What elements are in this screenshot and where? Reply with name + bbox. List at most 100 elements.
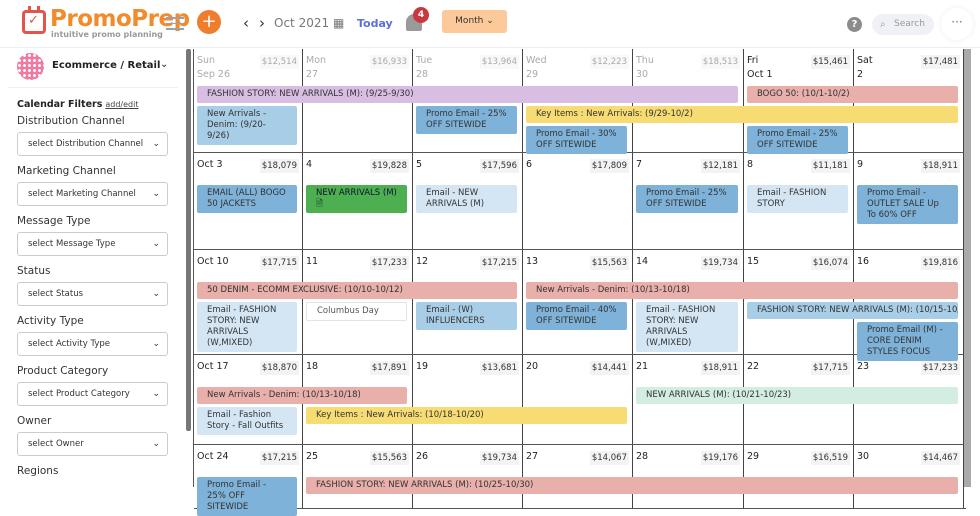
calendar-event[interactable]: Email - FASHION STORY: NEW ARRIVALS (W,M… xyxy=(197,302,297,352)
calendar-event[interactable]: Email - FASHION STORY xyxy=(747,185,848,213)
filter-value: select Status xyxy=(28,289,84,299)
day-cell[interactable]: 13 $15,563 xyxy=(523,250,633,354)
day-cell[interactable]: 19 $13,681 xyxy=(413,355,523,444)
next-month-button[interactable]: › xyxy=(259,14,265,32)
day-label: 22 xyxy=(747,361,760,372)
calendar-event[interactable]: Columbus Day xyxy=(306,302,407,321)
day-cell[interactable]: 20 $14,441 xyxy=(523,355,633,444)
add-edit-link[interactable]: add/edit xyxy=(105,100,139,109)
day-amount: $16,519 xyxy=(810,451,850,465)
add-button[interactable]: + xyxy=(197,10,221,34)
filter-select[interactable]: select Status ⌄ xyxy=(17,282,168,306)
filter-select[interactable]: select Activity Type ⌄ xyxy=(17,332,168,356)
calendar-event[interactable]: FASHION STORY: NEW ARRIVALS (M): (10/15-… xyxy=(747,302,958,319)
day-label: Wed 29 xyxy=(526,55,547,80)
calendar-event[interactable]: New Arrivals - Denim: (10/13-10/18) xyxy=(526,282,958,299)
calendar-event[interactable]: FASHION STORY: NEW ARRIVALS (M): (9/25-9… xyxy=(197,86,738,103)
current-month[interactable]: Oct 2021 ▦ xyxy=(274,16,344,30)
search-input[interactable]: ⌕ Search xyxy=(872,14,934,35)
filter-select[interactable]: select Marketing Channel ⌄ xyxy=(17,182,168,206)
day-label: 29 xyxy=(747,451,760,462)
filter-label: Message Type xyxy=(17,215,91,227)
day-cell[interactable]: 18 $17,891 xyxy=(303,355,413,444)
calendar-event[interactable]: New Arrivals - Denim: (10/13-10/18) xyxy=(197,387,407,404)
chevron-down-icon[interactable]: ⌄ xyxy=(160,59,169,70)
day-cell[interactable]: 7 $12,181 xyxy=(633,153,744,249)
day-amount: $12,514 xyxy=(259,55,299,69)
calendar-event[interactable]: Promo Email (M) - CORE DENIM STYLES FOCU… xyxy=(857,322,958,361)
brand-tagline: intuitive promo planning xyxy=(51,30,163,39)
calendar-event[interactable]: 50 DENIM - ECOMM EXCLUSIVE: (10/10-10/12… xyxy=(197,282,517,299)
calendar-event[interactable]: NEW ARRIVALS (M) 🗎 xyxy=(306,185,407,213)
filter-select[interactable]: select Message Type ⌄ xyxy=(17,232,168,256)
day-cell[interactable]: 5 $17,596 xyxy=(413,153,523,249)
calendar-scrollbar[interactable] xyxy=(964,49,971,487)
calendar-event[interactable]: FASHION STORY: NEW ARRIVALS (M): (10/25-… xyxy=(306,477,958,494)
month-calendar: Sun Sep 26 $12,514 Mon 27 $16,933 Tue 28 $13,… xyxy=(193,49,966,516)
help-icon[interactable]: ? xyxy=(847,17,862,32)
day-cell[interactable]: 23 $17,233 xyxy=(854,355,964,444)
day-cell[interactable]: 25 $15,563 xyxy=(303,445,413,508)
calendar-event[interactable]: Email - (W) INFLUENCERS xyxy=(416,302,517,330)
calendar-event[interactable]: Promo Email - 30% OFF SITEWIDE xyxy=(526,126,627,154)
calendar-event[interactable]: Email - FASHION STORY: NEW ARRIVALS (W,M… xyxy=(636,302,738,352)
more-button[interactable]: ··· xyxy=(941,8,973,40)
calendar-event[interactable]: Promo Email - 40% OFF SITEWIDE xyxy=(526,302,627,330)
menu-icon[interactable] xyxy=(166,17,184,34)
day-cell[interactable]: 16 $19,816 xyxy=(854,250,964,354)
filter-select[interactable]: select Owner ⌄ xyxy=(17,432,168,456)
day-cell[interactable]: 26 $19,734 xyxy=(413,445,523,508)
day-cell[interactable]: 29 $16,519 xyxy=(744,445,854,508)
view-select[interactable]: Month ⌄ xyxy=(442,10,507,33)
day-cell[interactable]: 12 $17,215 xyxy=(413,250,523,354)
calendar-event[interactable]: BOGO 50: (10/1-10/2) xyxy=(747,86,958,103)
calendar-event[interactable]: Key Items : New Arrivals: (10/18-10/20) xyxy=(306,407,627,424)
day-label: 18 xyxy=(306,361,319,372)
calendar-event[interactable]: Email - NEW ARRIVALS (M) xyxy=(416,185,517,213)
day-label: 5 xyxy=(416,159,423,170)
calendar-event[interactable]: Promo Email - 25% OFF SITEWIDE xyxy=(416,106,517,134)
org-avatar xyxy=(17,53,44,80)
day-cell[interactable]: Thu 30 $18,513 xyxy=(633,49,744,152)
day-label: 13 xyxy=(526,256,539,267)
day-cell[interactable]: 28 $19,176 xyxy=(633,445,744,508)
day-cell[interactable]: 27 $14,067 xyxy=(523,445,633,508)
calendar-event[interactable]: Promo Email - OUTLET SALE Up To 60% OFF xyxy=(857,185,958,224)
calendar-event[interactable]: Key Items : New Arrivals: (9/29-10/2) xyxy=(526,106,958,123)
day-amount: $14,467 xyxy=(920,451,960,465)
day-cell[interactable]: 30 $14,467 xyxy=(854,445,964,508)
org-name[interactable]: Ecommerce / Retail xyxy=(52,60,161,71)
sidebar-scrollbar[interactable] xyxy=(186,49,191,431)
calendar-event[interactable]: Promo Email - 25% OFF SITEWIDE xyxy=(747,126,848,154)
calendar-week: Oct 10 $17,715 11 $17,233 12 $17,215 13 $15,563… xyxy=(194,250,966,361)
calendar-week: Oct 24 $17,215 25 $15,563 26 $19,734 27 $14,067… xyxy=(194,445,966,516)
day-cell[interactable]: 4 $19,828 xyxy=(303,153,413,249)
filter-select[interactable]: select Distribution Channel ⌄ xyxy=(17,132,168,156)
calendar-week: Sun Sep 26 $12,514 Mon 27 $16,933 Tue 28 $13,… xyxy=(194,49,966,154)
today-button[interactable]: Today xyxy=(357,17,393,30)
day-amount: $17,596 xyxy=(479,159,519,173)
day-label: 16 xyxy=(857,256,870,267)
day-cell[interactable]: 11 $17,233 xyxy=(303,250,413,354)
calendar-event[interactable]: Email - Fashion Story - Fall Outfits xyxy=(197,407,297,435)
day-cell[interactable]: 8 $11,181 xyxy=(744,153,854,249)
day-cell[interactable]: Oct 3 $18,079 xyxy=(194,153,303,249)
day-cell[interactable]: 14 $19,734 xyxy=(633,250,744,354)
day-label: 14 xyxy=(636,256,649,267)
day-cell[interactable]: Oct 10 $17,715 xyxy=(194,250,303,354)
filter-select[interactable]: select Product Category ⌄ xyxy=(17,382,168,406)
day-cell[interactable]: Sat 2 $17,481 xyxy=(854,49,964,152)
day-cell[interactable]: 6 $17,809 xyxy=(523,153,633,249)
prev-month-button[interactable]: ‹ xyxy=(243,14,249,32)
calendar-event[interactable]: Promo Email - 25% OFF SITEWIDE xyxy=(636,185,738,213)
day-cell[interactable]: 9 $18,911 xyxy=(854,153,964,249)
day-amount: $19,176 xyxy=(700,451,740,465)
filter-label: Product Category xyxy=(17,365,109,377)
day-cell[interactable]: Oct 24 $17,215 xyxy=(194,445,303,508)
day-amount: $17,715 xyxy=(810,361,850,375)
day-label: Oct 24 xyxy=(197,451,229,462)
calendar-event[interactable]: EMAIL (ALL) BOGO 50 JACKETS xyxy=(197,185,297,213)
calendar-event[interactable]: New Arrivals - Denim: (9/20-9/26) xyxy=(197,106,297,145)
calendar-event[interactable]: Promo Email - 25% OFF SITEWIDE xyxy=(197,477,297,516)
calendar-event[interactable]: NEW ARRIVALS (M): (10/21-10/23) xyxy=(636,387,958,404)
